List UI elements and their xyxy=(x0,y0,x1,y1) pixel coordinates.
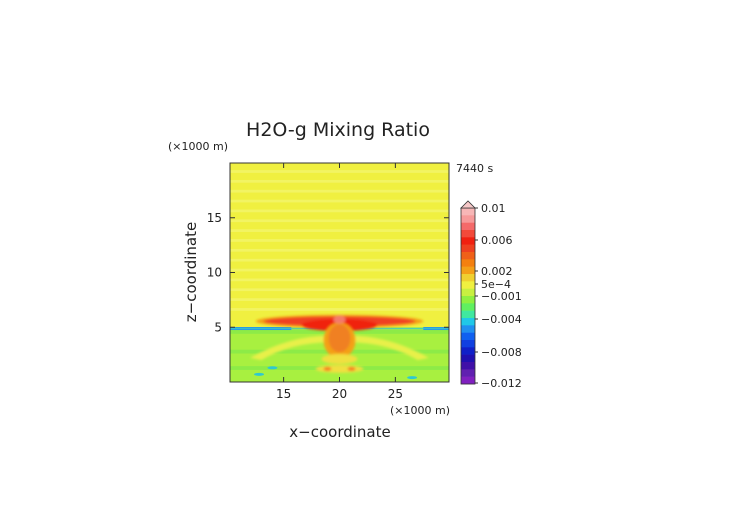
updraft-top xyxy=(333,315,346,324)
time-label: 7440 s xyxy=(456,162,493,175)
spot xyxy=(267,366,278,370)
colorbar-label: 0.002 xyxy=(481,265,513,278)
y-tick-label: 5 xyxy=(214,320,222,334)
band-stripe xyxy=(230,209,449,213)
colorbar-swatch xyxy=(461,208,475,216)
colorbar-arrow xyxy=(460,200,476,209)
wing-arcs xyxy=(250,335,429,361)
x-axis-label: x−coordinate xyxy=(289,423,390,441)
band-stripe xyxy=(230,229,449,232)
spot xyxy=(254,372,265,376)
colorbar-swatch xyxy=(461,274,475,282)
y-tick-label: 15 xyxy=(207,211,222,225)
band-stripe xyxy=(230,239,449,242)
band-stripe xyxy=(230,170,449,173)
colorbar-swatch xyxy=(461,252,475,260)
x-tick-label: 15 xyxy=(276,387,291,401)
x-unit-label: (×1000 m) xyxy=(390,404,450,417)
region-updraft-core xyxy=(328,324,351,353)
colorbar-swatch xyxy=(461,215,475,223)
colorbar-swatch xyxy=(461,325,475,333)
colorbar-swatch xyxy=(461,362,475,370)
band-stripe xyxy=(230,179,449,183)
colorbar-swatch xyxy=(461,369,475,377)
colorbar-swatch xyxy=(461,354,475,363)
band-stripe xyxy=(230,308,449,311)
y-unit-label: (×1000 m) xyxy=(168,140,228,153)
x-tick-label: 25 xyxy=(388,387,403,401)
band-stripe xyxy=(230,258,449,262)
band-stripe xyxy=(230,219,449,223)
y-ticks: 5 10 15 xyxy=(207,211,449,334)
colorbar-swatch xyxy=(461,288,475,297)
colorbar-swatch xyxy=(461,259,475,267)
spot xyxy=(407,376,418,380)
band-stripe xyxy=(230,278,449,282)
plume-spot xyxy=(323,366,332,371)
colorbar-swatch xyxy=(461,244,475,253)
x-ticks: 15 20 25 xyxy=(276,163,403,401)
contour-field xyxy=(230,163,449,382)
colorbar-label: −0.001 xyxy=(481,290,522,303)
colorbar-label: −0.004 xyxy=(481,313,522,326)
colorbar-swatch xyxy=(461,266,475,275)
plume-bubble xyxy=(321,354,358,365)
band-stripe xyxy=(230,298,449,301)
y-axis-label: z−coordinate xyxy=(182,222,200,322)
colorbar-swatch xyxy=(461,332,475,341)
colorbar-swatch xyxy=(461,281,475,289)
plume-bubble xyxy=(315,364,364,373)
y-tick-label: 10 xyxy=(207,266,222,280)
colorbar-swatch xyxy=(461,340,475,348)
convective-system xyxy=(250,314,429,373)
plume-spot xyxy=(347,366,356,371)
colorbar-swatch xyxy=(461,347,475,355)
colorbar-swatch xyxy=(461,310,475,319)
band-stripe xyxy=(230,248,449,252)
colorbar-swatch xyxy=(461,230,475,238)
colorbar-swatch xyxy=(461,318,475,326)
colorbar-label: 0.01 xyxy=(481,202,506,215)
colorbar-swatch xyxy=(461,222,475,231)
colorbar-label: −0.008 xyxy=(481,346,522,359)
band-stripe xyxy=(230,288,449,292)
colorbar-label: −0.012 xyxy=(481,377,522,390)
band-stripe xyxy=(230,268,449,272)
colorbar-swatch xyxy=(461,376,475,385)
band-stripe xyxy=(230,199,449,203)
colorbar-label: 5e−4 xyxy=(481,278,511,291)
colorbar-swatch xyxy=(461,237,475,245)
band-stripe xyxy=(230,189,449,193)
colorbar-swatch xyxy=(461,303,475,311)
colorbar-swatch xyxy=(461,296,475,304)
chart-title: H2O-g Mixing Ratio xyxy=(246,119,430,141)
x-tick-label: 20 xyxy=(332,387,347,401)
colorbar-label: 0.006 xyxy=(481,234,513,247)
